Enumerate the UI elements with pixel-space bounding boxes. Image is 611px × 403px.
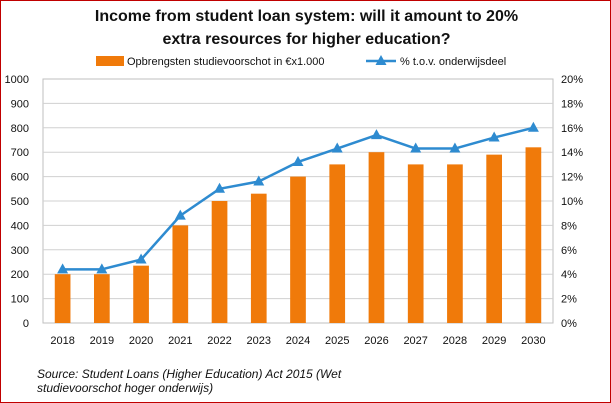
bar	[290, 176, 306, 323]
y-left-tick-label: 200	[11, 269, 29, 281]
bar	[407, 164, 424, 323]
bar	[486, 154, 502, 323]
bar	[172, 225, 189, 323]
y-left-tick-label: 700	[11, 147, 29, 159]
y-right-tick-label: 20%	[561, 74, 583, 86]
x-tick-label: 2025	[325, 335, 349, 347]
y-right-tick-label: 4%	[561, 269, 577, 281]
x-tick-label: 2018	[50, 335, 74, 347]
y-left-tick-label: 100	[11, 294, 29, 306]
bar	[133, 265, 149, 323]
source-note: Source: Student Loans (Higher Education)…	[37, 367, 342, 395]
bar	[211, 201, 228, 323]
y-left-tick-label: 400	[11, 220, 29, 232]
x-tick-label: 2020	[129, 335, 153, 347]
y-right-tick-label: 6%	[561, 245, 577, 257]
x-tick-label: 2026	[364, 335, 388, 347]
bar	[54, 274, 71, 323]
y-right-tick-label: 14%	[561, 147, 583, 159]
legend-bar-swatch	[96, 56, 124, 66]
y-right-tick-label: 12%	[561, 172, 583, 184]
legend-line-label: % t.o.v. onderwijsdeel	[400, 56, 506, 68]
y-right-tick-label: 0%	[561, 318, 577, 330]
legend-bar-label: Opbrengsten studievoorschot in €x1.000	[127, 56, 325, 68]
line-marker	[449, 142, 461, 153]
line-marker	[331, 142, 343, 153]
line-marker	[214, 182, 226, 193]
x-tick-label: 2029	[482, 335, 506, 347]
y-right-tick-label: 18%	[561, 98, 583, 110]
line-marker	[135, 253, 147, 264]
bar	[368, 152, 385, 323]
bar	[94, 274, 110, 323]
y-right-tick-label: 10%	[561, 196, 583, 208]
x-tick-label: 2027	[403, 335, 427, 347]
y-right-tick-label: 8%	[561, 220, 577, 232]
x-tick-label: 2021	[168, 335, 192, 347]
y-right-tick-label: 2%	[561, 294, 577, 306]
x-tick-label: 2024	[286, 335, 310, 347]
bar	[329, 164, 346, 323]
y-left-tick-label: 800	[11, 123, 29, 135]
line-marker	[410, 142, 422, 153]
x-tick-label: 2022	[207, 335, 231, 347]
line-marker	[292, 155, 304, 166]
y-left-tick-label: 0	[23, 318, 29, 330]
y-left-tick-label: 900	[11, 98, 29, 110]
line-marker	[527, 121, 539, 132]
y-left-tick-label: 600	[11, 172, 29, 184]
line-marker	[370, 129, 382, 140]
bar	[447, 164, 463, 323]
line-marker	[57, 263, 69, 274]
y-left-tick-label: 300	[11, 245, 29, 257]
bar	[250, 193, 267, 323]
legend-line-marker	[375, 55, 387, 65]
line-marker	[488, 131, 500, 142]
bar	[525, 147, 542, 323]
x-tick-label: 2019	[90, 335, 114, 347]
line-marker	[174, 209, 186, 220]
y-left-tick-label: 500	[11, 196, 29, 208]
x-tick-label: 2028	[443, 335, 467, 347]
chart-title: Income from student loan system: will it…	[94, 8, 519, 48]
x-tick-label: 2023	[247, 335, 271, 347]
line-marker	[253, 175, 265, 186]
line-marker	[96, 263, 108, 274]
x-tick-label: 2030	[521, 335, 545, 347]
y-right-tick-label: 16%	[561, 123, 583, 135]
y-left-tick-label: 1000	[5, 74, 29, 86]
